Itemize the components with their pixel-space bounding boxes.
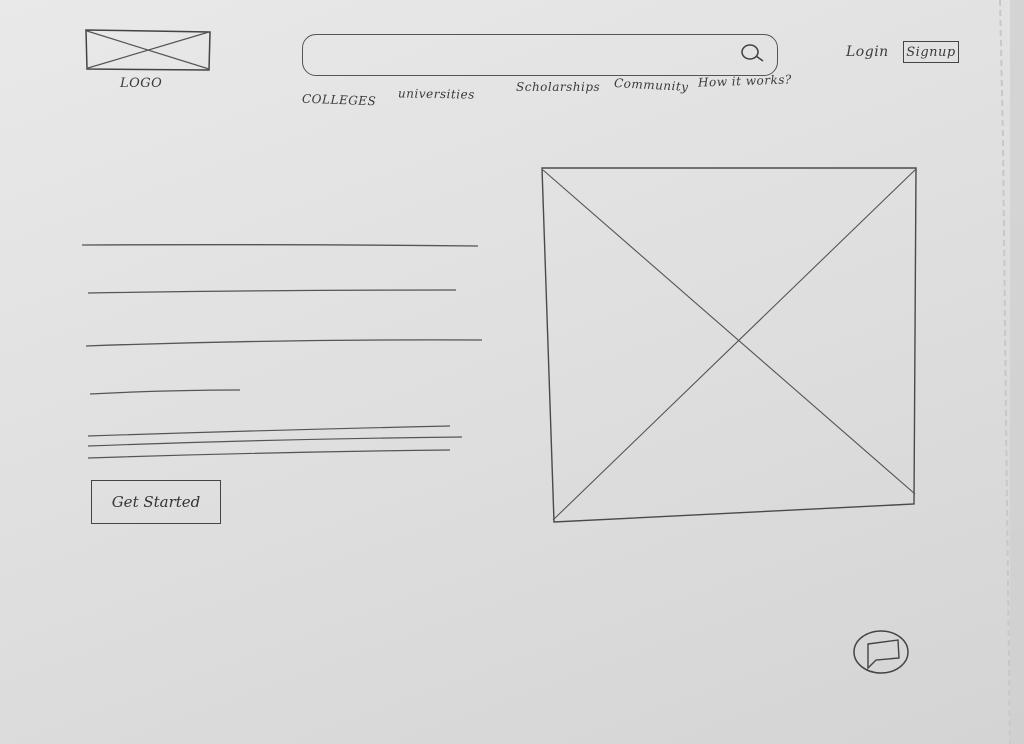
signup-button[interactable]: Signup xyxy=(903,41,959,63)
hero-heading-line-2 xyxy=(87,289,457,294)
hero-heading-line-4 xyxy=(89,389,241,395)
nav-item-how-it-works[interactable]: How it works? xyxy=(697,72,793,90)
get-started-button[interactable]: Get Started xyxy=(91,480,221,524)
nav-item-colleges[interactable]: COLLEGES xyxy=(301,91,377,109)
main-nav: COLLEGES universities Scholarships Commu… xyxy=(0,72,1024,109)
placeholder-image-icon xyxy=(541,167,917,523)
hero-heading-line-1 xyxy=(81,244,479,247)
search-bar[interactable] xyxy=(302,34,778,76)
search-icon[interactable] xyxy=(737,41,767,65)
logo-placeholder-icon[interactable] xyxy=(84,28,212,72)
login-link[interactable]: Login xyxy=(846,44,889,60)
nav-item-community[interactable]: Community xyxy=(613,76,689,94)
hero-body-line-2 xyxy=(87,436,463,447)
hero-body-line-3 xyxy=(87,449,451,459)
hero-text-placeholder xyxy=(81,244,483,459)
logo-label: LOGO xyxy=(120,76,163,91)
chat-bubble-icon[interactable] xyxy=(852,628,912,676)
hero-body-line-1 xyxy=(87,425,451,437)
search-input[interactable] xyxy=(317,44,721,68)
hero-heading-line-3 xyxy=(85,339,483,347)
nav-item-universities[interactable]: universities xyxy=(397,86,475,102)
nav-item-scholarships[interactable]: Scholarships xyxy=(516,80,601,94)
